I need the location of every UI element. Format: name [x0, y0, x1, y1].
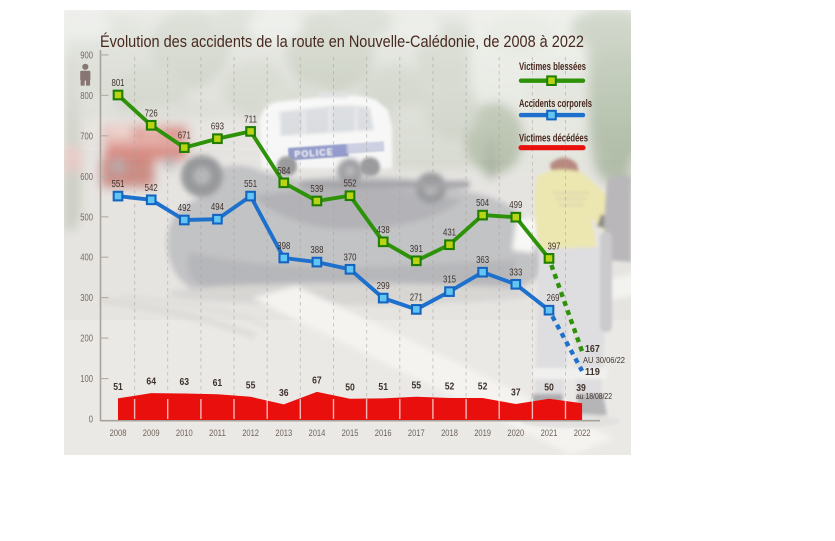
svg-text:55: 55	[246, 380, 256, 391]
svg-text:36: 36	[279, 388, 289, 399]
svg-text:au 18/08/22: au 18/08/22	[576, 392, 612, 401]
svg-text:500: 500	[80, 212, 93, 223]
svg-text:370: 370	[343, 252, 356, 263]
svg-text:2012: 2012	[242, 428, 259, 439]
svg-text:801: 801	[111, 78, 124, 89]
svg-text:398: 398	[277, 241, 290, 252]
svg-text:Accidents corporels: Accidents corporels	[519, 98, 592, 110]
svg-text:2021: 2021	[541, 428, 558, 439]
svg-text:67: 67	[312, 375, 322, 386]
svg-text:2017: 2017	[408, 428, 425, 439]
svg-text:119: 119	[585, 367, 600, 378]
svg-text:315: 315	[443, 275, 456, 286]
svg-text:271: 271	[410, 292, 423, 303]
svg-text:400: 400	[80, 253, 93, 264]
svg-text:Victimes blessées: Victimes blessées	[519, 61, 586, 73]
svg-text:2011: 2011	[209, 428, 226, 439]
svg-text:552: 552	[343, 179, 356, 190]
svg-text:300: 300	[80, 293, 93, 304]
svg-text:51: 51	[378, 382, 388, 393]
svg-text:800: 800	[80, 91, 93, 102]
svg-text:AU 30/06/22: AU 30/06/22	[583, 356, 626, 365]
svg-text:Évolution des accidents de la: Évolution des accidents de la route en N…	[100, 32, 584, 51]
svg-text:584: 584	[277, 166, 290, 177]
svg-text:2009: 2009	[143, 428, 160, 439]
svg-text:100: 100	[80, 374, 93, 385]
svg-text:499: 499	[509, 200, 522, 211]
svg-text:492: 492	[178, 203, 191, 214]
svg-text:900: 900	[80, 50, 93, 61]
svg-text:494: 494	[211, 202, 224, 213]
svg-text:504: 504	[476, 198, 489, 209]
svg-text:2018: 2018	[441, 428, 458, 439]
svg-text:397: 397	[547, 241, 560, 252]
svg-text:64: 64	[146, 377, 156, 388]
svg-text:50: 50	[345, 382, 355, 393]
svg-text:431: 431	[443, 228, 456, 239]
svg-text:551: 551	[111, 179, 124, 190]
svg-text:542: 542	[145, 183, 158, 194]
svg-text:2014: 2014	[309, 428, 326, 439]
svg-text:51: 51	[113, 382, 123, 393]
svg-text:0: 0	[89, 415, 94, 426]
svg-text:Victimes décédées: Victimes décédées	[519, 133, 588, 145]
svg-text:2008: 2008	[110, 428, 127, 439]
svg-text:2013: 2013	[275, 428, 292, 439]
svg-text:2016: 2016	[375, 428, 392, 439]
svg-text:671: 671	[178, 131, 191, 142]
svg-text:52: 52	[445, 382, 455, 393]
svg-text:299: 299	[377, 281, 390, 292]
svg-text:2022: 2022	[574, 428, 591, 439]
svg-text:693: 693	[211, 122, 224, 133]
svg-text:2019: 2019	[474, 428, 491, 439]
svg-text:39: 39	[576, 383, 586, 394]
svg-text:2010: 2010	[176, 428, 193, 439]
svg-text:50: 50	[544, 382, 554, 393]
svg-text:37: 37	[511, 388, 521, 399]
svg-text:726: 726	[145, 108, 158, 119]
svg-text:711: 711	[244, 114, 257, 125]
svg-text:333: 333	[509, 267, 522, 278]
svg-text:61: 61	[213, 378, 223, 389]
svg-text:391: 391	[410, 244, 423, 255]
svg-text:269: 269	[546, 293, 559, 304]
svg-text:700: 700	[80, 131, 93, 142]
svg-text:2020: 2020	[507, 428, 524, 439]
svg-text:539: 539	[310, 184, 323, 195]
svg-text:551: 551	[244, 179, 257, 190]
svg-text:63: 63	[180, 377, 190, 388]
svg-text:52: 52	[478, 382, 488, 393]
svg-text:167: 167	[585, 344, 600, 355]
svg-text:600: 600	[80, 172, 93, 183]
svg-text:200: 200	[80, 334, 93, 345]
svg-text:363: 363	[476, 255, 489, 266]
svg-text:2015: 2015	[342, 428, 359, 439]
svg-text:388: 388	[310, 245, 323, 256]
svg-text:438: 438	[377, 225, 390, 236]
svg-text:55: 55	[412, 380, 422, 391]
